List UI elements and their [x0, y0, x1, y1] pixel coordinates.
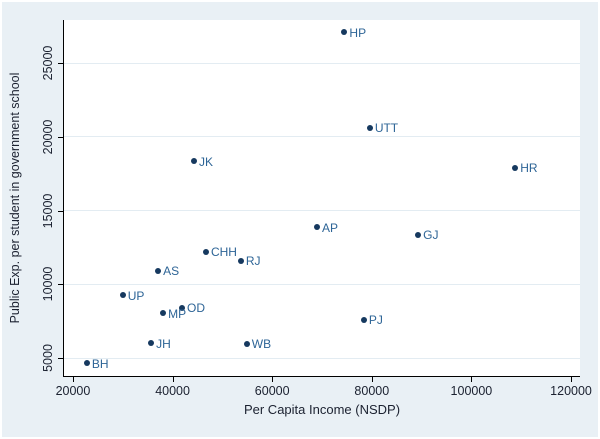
data-point-rj: [237, 257, 244, 264]
data-point-label-hp: HP: [349, 25, 367, 40]
y-gridline: [64, 283, 580, 285]
y-tick-label: 25000: [41, 45, 55, 81]
x-tick-label: 60000: [254, 384, 290, 398]
data-point-utt: [366, 124, 373, 131]
x-tick: [172, 377, 174, 382]
x-tick-label: 100000: [450, 384, 493, 398]
data-point-jk: [190, 158, 197, 165]
data-point-gj: [415, 231, 422, 238]
data-point-ap: [314, 224, 321, 231]
x-tick: [272, 377, 274, 382]
data-point-label-jh: JH: [156, 336, 171, 351]
plot-area: HP UTT JK HR AP GJ CHH RJ AS UP OD MP PJ JH WB BH: [64, 20, 580, 376]
data-point-label-gj: GJ: [423, 228, 439, 243]
data-point-label-bh: BH: [91, 356, 109, 371]
data-point-mp: [160, 310, 167, 317]
y-gridline: [64, 210, 580, 212]
x-axis-line: [63, 376, 580, 377]
data-point-label-up: UP: [127, 288, 145, 303]
y-axis-line: [63, 20, 64, 377]
y-tick-label: 10000: [41, 266, 55, 302]
x-tick: [72, 377, 74, 382]
data-point-label-as: AS: [163, 264, 180, 279]
data-point-label-rj: RJ: [245, 254, 261, 269]
y-tick: [58, 63, 63, 65]
data-point-up: [119, 292, 126, 299]
data-point-label-od: OD: [187, 301, 206, 316]
y-tick: [58, 284, 63, 286]
y-gridline: [64, 357, 580, 359]
y-gridline: [64, 136, 580, 138]
y-tick-label: 5000: [41, 344, 55, 372]
data-point-label-hr: HR: [520, 161, 538, 176]
data-point-bh: [83, 360, 90, 367]
x-tick: [571, 377, 573, 382]
data-point-chh: [202, 248, 209, 255]
data-point-label-chh: CHH: [210, 245, 237, 260]
data-point-pj: [360, 316, 367, 323]
data-point-label-utt: UTT: [374, 121, 399, 136]
y-tick: [58, 136, 63, 138]
x-tick: [471, 377, 473, 382]
y-tick-label: 15000: [41, 193, 55, 228]
y-tick: [58, 210, 63, 212]
data-point-hr: [512, 164, 519, 171]
data-point-label-ap: AP: [322, 220, 339, 235]
y-tick-label: 20000: [41, 119, 55, 155]
x-tick-label: 20000: [55, 384, 91, 398]
data-point-hp: [341, 29, 348, 36]
data-point-label-pj: PJ: [368, 313, 383, 328]
x-tick-label: 80000: [354, 384, 390, 398]
data-point-label-mp: MP: [168, 306, 187, 321]
y-axis-title: Public Exp. per student in government sc…: [8, 72, 22, 324]
data-point-jh: [148, 340, 155, 347]
data-point-label-wb: WB: [251, 337, 272, 352]
data-point-as: [155, 267, 162, 274]
y-gridline: [64, 62, 580, 64]
x-axis-title: Per Capita Income (NSDP): [243, 402, 401, 417]
data-point-wb: [243, 340, 250, 347]
data-point-od: [179, 304, 186, 311]
x-tick-label: 120000: [550, 384, 592, 398]
y-tick: [58, 358, 63, 359]
data-point-label-jk: JK: [198, 154, 213, 169]
x-tick: [371, 377, 373, 382]
x-tick-label: 40000: [155, 384, 190, 398]
